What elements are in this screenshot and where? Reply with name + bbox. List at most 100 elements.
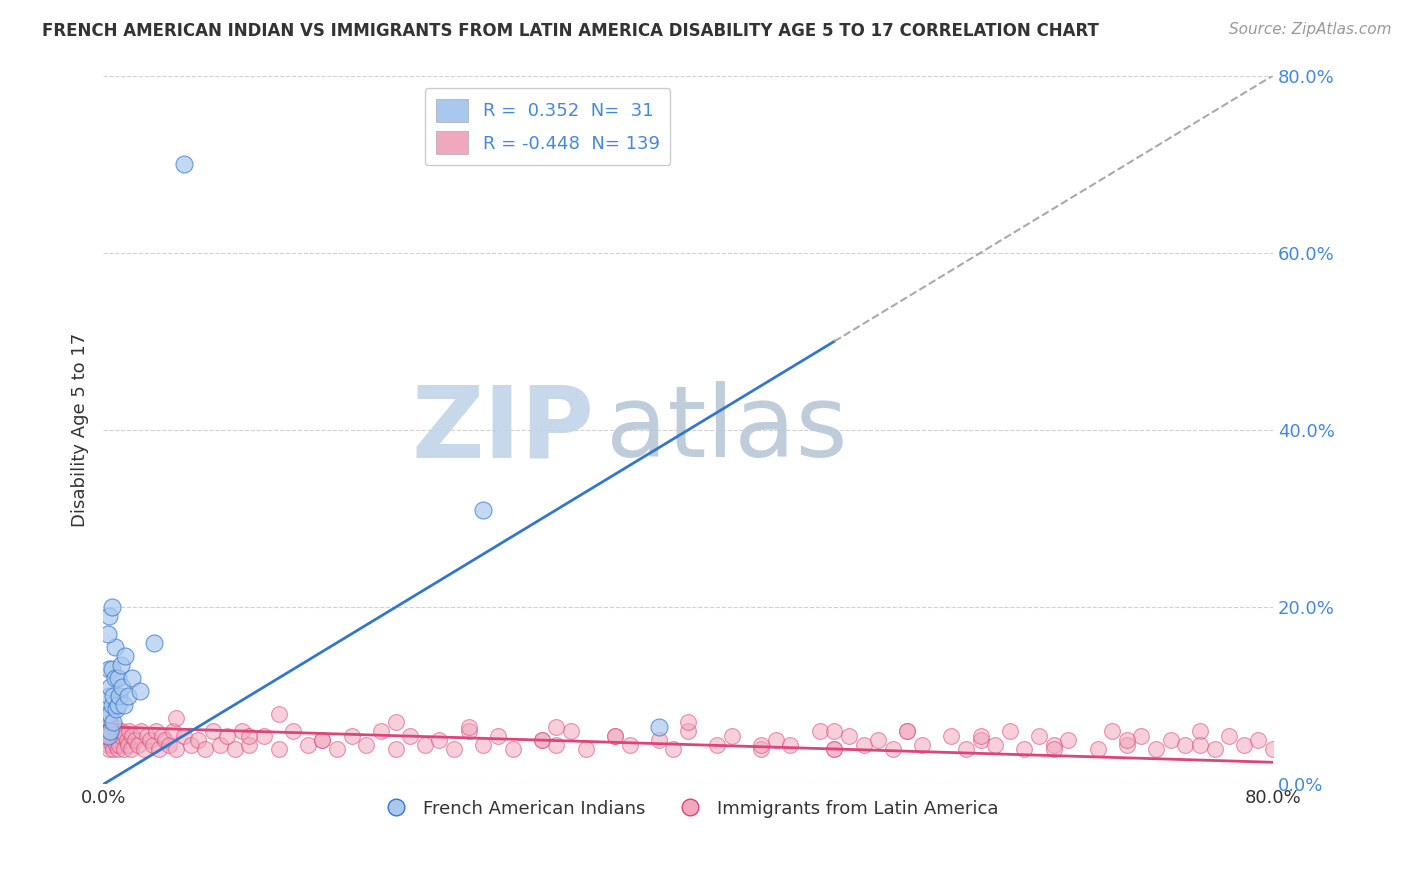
Point [955, 742, 977, 756]
Point [676, 724, 699, 739]
Point [105, 702, 128, 716]
Point [852, 738, 875, 752]
Text: ZIP: ZIP [412, 382, 595, 478]
Point [546, 720, 568, 734]
Point [101, 662, 124, 676]
Point [297, 738, 319, 752]
Point [1247, 733, 1270, 747]
Point [187, 733, 209, 747]
Point [896, 724, 918, 739]
Point [114, 648, 136, 663]
Point [823, 742, 845, 756]
Point [984, 738, 1007, 752]
Point [96, 706, 118, 721]
Point [356, 738, 378, 752]
Point [1188, 724, 1211, 739]
Point [1218, 729, 1240, 743]
Point [238, 738, 260, 752]
Point [173, 157, 195, 171]
Point [145, 724, 167, 739]
Point [676, 715, 699, 730]
Point [1057, 733, 1080, 747]
Point [100, 680, 122, 694]
Point [201, 724, 224, 739]
Point [110, 729, 132, 743]
Point [882, 742, 904, 756]
Point [502, 742, 524, 756]
Point [105, 724, 128, 739]
Point [530, 733, 553, 747]
Point [103, 715, 125, 730]
Point [648, 733, 671, 747]
Point [1115, 738, 1137, 752]
Point [101, 738, 124, 752]
Point [1087, 742, 1109, 756]
Point [399, 729, 422, 743]
Point [969, 729, 991, 743]
Y-axis label: Disability Age 5 to 17: Disability Age 5 to 17 [72, 333, 89, 527]
Point [173, 729, 195, 743]
Point [1364, 724, 1386, 739]
Point [896, 724, 918, 739]
Point [530, 733, 553, 747]
Point [115, 733, 138, 747]
Point [648, 720, 671, 734]
Point [283, 724, 305, 739]
Point [384, 742, 406, 756]
Point [105, 738, 128, 752]
Point [1350, 738, 1372, 752]
Point [98, 742, 121, 756]
Point [823, 742, 845, 756]
Point [117, 738, 139, 752]
Point [1160, 733, 1182, 747]
Point [413, 738, 436, 752]
Point [114, 729, 136, 743]
Point [194, 742, 217, 756]
Point [107, 671, 129, 685]
Point [838, 729, 860, 743]
Point [100, 724, 122, 739]
Text: Source: ZipAtlas.com: Source: ZipAtlas.com [1229, 22, 1392, 37]
Point [98, 609, 121, 624]
Point [104, 640, 127, 654]
Point [111, 724, 134, 739]
Point [486, 729, 509, 743]
Point [546, 738, 568, 752]
Point [124, 733, 146, 747]
Point [1174, 738, 1197, 752]
Point [93, 724, 115, 739]
Point [148, 742, 170, 756]
Point [98, 689, 121, 703]
Point [127, 738, 149, 752]
Point [457, 724, 479, 739]
Point [121, 671, 143, 685]
Point [941, 729, 963, 743]
Point [267, 706, 290, 721]
Point [103, 689, 125, 703]
Point [139, 733, 162, 747]
Point [1277, 724, 1299, 739]
Point [165, 742, 187, 756]
Point [1130, 729, 1153, 743]
Point [1261, 742, 1284, 756]
Point [443, 742, 465, 756]
Point [96, 729, 118, 743]
Text: atlas: atlas [606, 382, 848, 478]
Point [765, 733, 787, 747]
Point [96, 724, 118, 739]
Point [104, 671, 127, 685]
Point [224, 742, 246, 756]
Point [1233, 738, 1256, 752]
Point [1188, 738, 1211, 752]
Point [238, 729, 260, 743]
Point [749, 738, 772, 752]
Point [153, 733, 176, 747]
Point [384, 715, 406, 730]
Point [96, 627, 118, 641]
Point [472, 738, 495, 752]
Point [721, 729, 744, 743]
Point [217, 729, 239, 743]
Legend: French American Indians, Immigrants from Latin America: French American Indians, Immigrants from… [370, 793, 1005, 825]
Point [101, 600, 124, 615]
Point [1306, 729, 1329, 743]
